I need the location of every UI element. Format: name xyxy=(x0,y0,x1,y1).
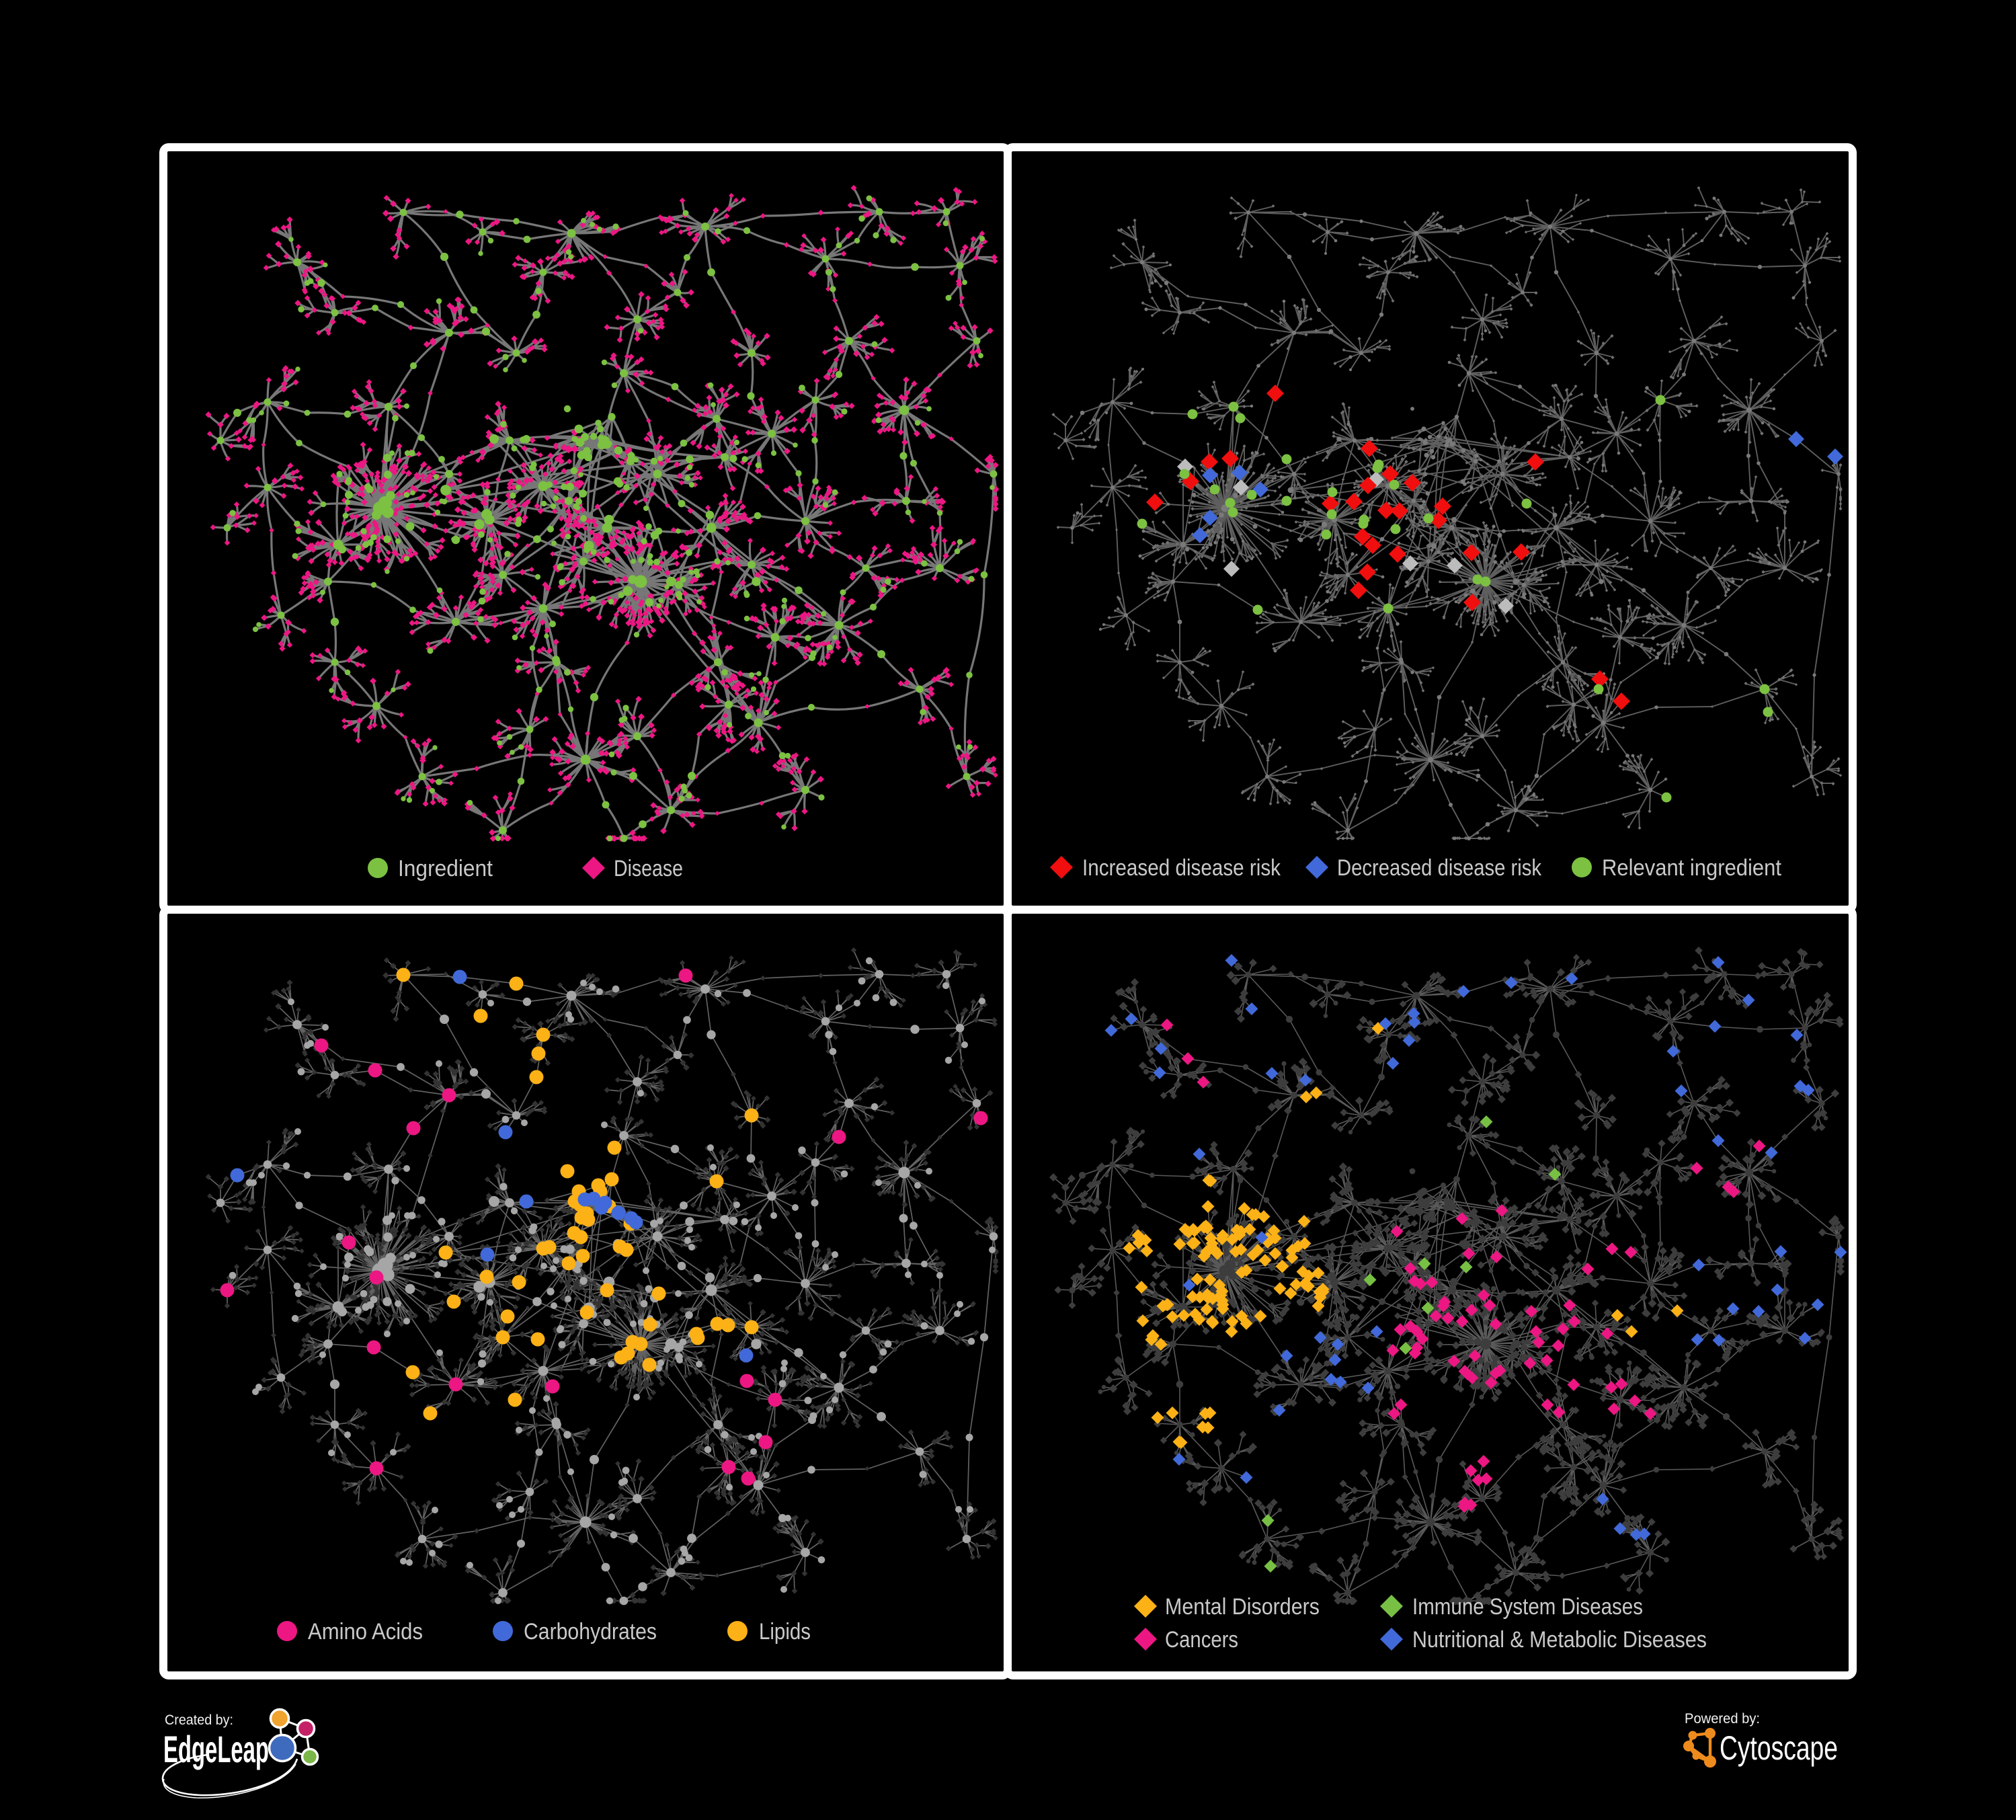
svg-text:Disease: Disease xyxy=(614,856,683,881)
svg-text:Created by:: Created by: xyxy=(165,1712,233,1728)
svg-text:Mental Disorders: Mental Disorders xyxy=(1165,1594,1320,1620)
svg-text:Cytoscape: Cytoscape xyxy=(1720,1729,1838,1767)
svg-text:Ingredient: Ingredient xyxy=(398,856,493,881)
svg-text:Lipids: Lipids xyxy=(759,1619,811,1645)
svg-text:Powered by:: Powered by: xyxy=(1685,1711,1760,1727)
svg-text:Decreased disease risk: Decreased disease risk xyxy=(1337,855,1542,881)
svg-text:Nutritional & Metabolic Diseas: Nutritional & Metabolic Diseases xyxy=(1412,1627,1707,1653)
svg-text:EdgeLeap: EdgeLeap xyxy=(163,1728,269,1770)
svg-text:Relevant ingredient: Relevant ingredient xyxy=(1602,855,1782,881)
svg-text:Cancers: Cancers xyxy=(1165,1627,1238,1653)
svg-text:Amino Acids: Amino Acids xyxy=(308,1619,423,1645)
svg-text:Carbohydrates: Carbohydrates xyxy=(524,1619,657,1645)
svg-text:Increased disease risk: Increased disease risk xyxy=(1082,855,1281,881)
svg-text:Immune System Diseases: Immune System Diseases xyxy=(1412,1594,1643,1620)
